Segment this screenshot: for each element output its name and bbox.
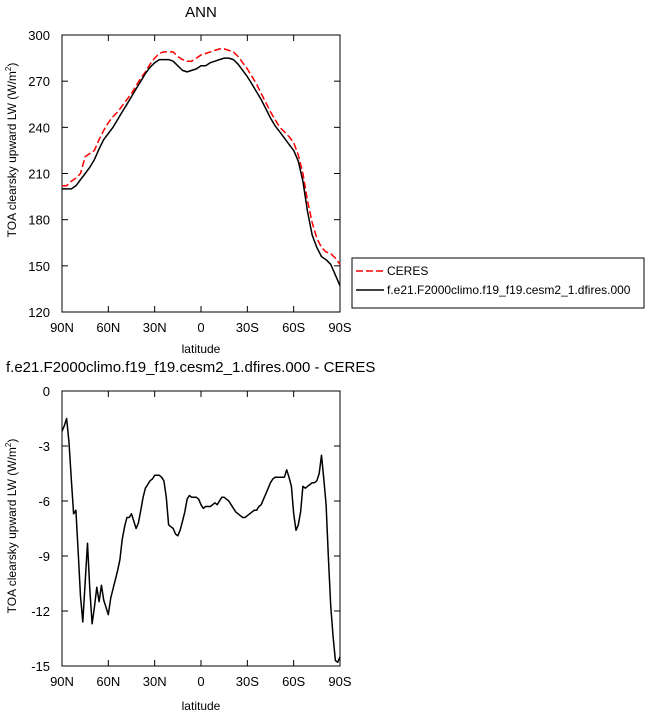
top-x-tick-label: 60S [282,320,305,335]
bottom-x-tick-label: 60N [96,674,120,689]
top-y-tick-label: 270 [28,74,50,89]
top-x-tick-label: 90S [328,320,351,335]
top-x-tick-label: 60N [96,320,120,335]
bottom-x-tick-label: 90N [50,674,74,689]
top-plot-frame [61,34,341,313]
top-y-tick-label: 300 [28,28,50,43]
top-series-line-ceres [62,48,341,265]
top-x-tick-label: 30S [236,320,259,335]
top-y-axis-label-text: TOA clearsky upward LW (W/m2) [4,63,19,238]
bottom-chart-title: f.e21.F2000climo.f19_f19.cesm2_1.dfires.… [6,359,375,376]
legend: CERES f.e21.F2000climo.f19_f19.cesm2_1.d… [351,257,645,309]
top-x-tick-label: 90N [50,320,74,335]
bottom-y-tick-label: -15 [31,659,50,674]
legend-label-ceres: CERES [387,264,428,278]
top-y-axis-label: TOA clearsky upward LW (W/m2) [4,63,19,238]
top-y-tick-label: 150 [28,259,50,274]
top-axis-ticks: 90N 60N 30N 0 30S 60S 90S 120 150 180 210 240 270 300 [28,28,352,335]
bottom-x-tick-label: 0 [197,674,204,689]
top-y-tick-label: 240 [28,120,50,135]
bottom-y-axis-label-sup: 2 [4,442,13,447]
top-series-lines [62,48,341,287]
bottom-series-lines [61,417,341,664]
bottom-x-tick-label: 90S [328,674,351,689]
top-y-axis-label-sup: 2 [4,66,13,71]
bottom-y-tick-label: -12 [31,604,50,619]
top-x-tick-label: 30N [143,320,167,335]
top-panel: ANN TOA clearsky upward LW (W/m2) latitu… [4,4,645,356]
bottom-plot-frame [61,390,341,667]
top-series-line-f-e21-f2000climo-f19-f19-cesm2-1-dfires-000 [62,57,341,287]
top-y-tick-label: 120 [28,305,50,320]
bottom-y-tick-label: -9 [38,549,50,564]
top-x-axis-label: latitude [182,342,221,356]
bottom-x-tick-label: 60S [282,674,305,689]
top-x-tick-label: 0 [197,320,204,335]
bottom-y-axis-label-close: ) [5,439,19,443]
bottom-x-axis-label: latitude [182,699,221,713]
bottom-y-axis-label-main: TOA clearsky upward LW (W/m [5,447,19,613]
bottom-y-axis-label-text: TOA clearsky upward LW (W/m2) [4,439,19,614]
top-y-tick-label: 180 [28,213,50,228]
bottom-panel: f.e21.F2000climo.f19_f19.cesm2_1.dfires.… [4,359,375,713]
top-y-axis-label-main: TOA clearsky upward LW (W/m [5,71,19,237]
legend-box [351,257,645,309]
legend-label-model: f.e21.F2000climo.f19_f19.cesm2_1.dfires.… [387,283,631,297]
bottom-y-tick-label: -3 [38,439,50,454]
top-y-axis-label-close: ) [5,63,19,67]
top-chart-title: ANN [185,4,217,21]
bottom-series-line-0 [61,417,341,664]
bottom-x-tick-label: 30N [143,674,167,689]
top-y-tick-label: 210 [28,167,50,182]
bottom-y-tick-label: 0 [43,384,50,399]
bottom-y-tick-label: -6 [38,494,50,509]
bottom-y-axis-label: TOA clearsky upward LW (W/m2) [4,439,19,614]
bottom-x-tick-label: 30S [236,674,259,689]
bottom-axis-ticks: 90N 60N 30N 0 30S 60S 90S -15 -12 -9 -6 -3 0 [31,384,352,689]
